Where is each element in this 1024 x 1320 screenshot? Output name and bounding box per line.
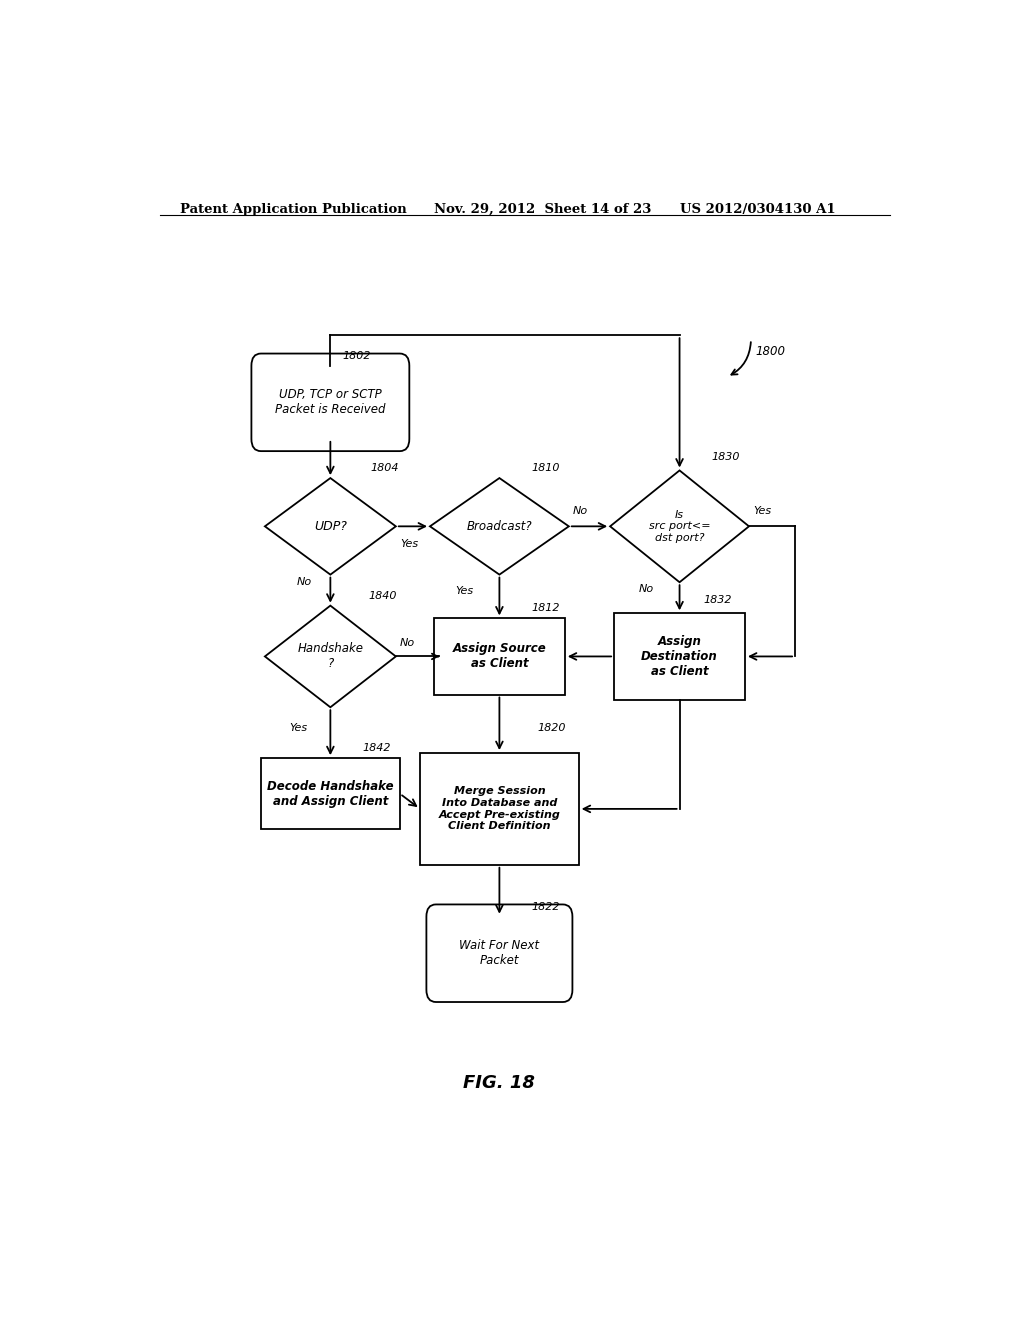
Text: Yes: Yes: [456, 586, 474, 597]
Bar: [420, 752, 579, 865]
Bar: [261, 758, 399, 829]
Text: UDP?: UDP?: [314, 520, 347, 533]
Text: 1810: 1810: [531, 463, 560, 473]
Text: Is
src port<=
dst port?: Is src port<= dst port?: [649, 510, 711, 543]
Text: Yes: Yes: [399, 539, 418, 549]
Text: FIG. 18: FIG. 18: [464, 1074, 536, 1093]
Bar: [434, 618, 565, 694]
Text: 1842: 1842: [362, 743, 390, 752]
Text: Assign
Destination
as Client: Assign Destination as Client: [641, 635, 718, 678]
Text: No: No: [399, 639, 415, 648]
Text: Merge Session
Into Database and
Accept Pre-existing
Client Definition: Merge Session Into Database and Accept P…: [438, 787, 560, 832]
Text: Nov. 29, 2012  Sheet 14 of 23: Nov. 29, 2012 Sheet 14 of 23: [433, 203, 651, 216]
Text: 1804: 1804: [370, 463, 398, 473]
Text: 1820: 1820: [538, 722, 566, 733]
Bar: [614, 614, 745, 700]
Text: No: No: [638, 585, 653, 594]
Text: 1822: 1822: [531, 902, 560, 912]
Text: No: No: [297, 577, 312, 587]
Text: Handshake
?: Handshake ?: [297, 643, 364, 671]
Text: No: No: [572, 506, 588, 516]
Text: Decode Handshake
and Assign Client: Decode Handshake and Assign Client: [267, 780, 393, 808]
Text: US 2012/0304130 A1: US 2012/0304130 A1: [680, 203, 836, 216]
Text: UDP, TCP or SCTP
Packet is Received: UDP, TCP or SCTP Packet is Received: [275, 388, 386, 416]
Text: 1832: 1832: [703, 595, 732, 605]
FancyBboxPatch shape: [426, 904, 572, 1002]
Text: Assign Source
as Client: Assign Source as Client: [453, 643, 546, 671]
FancyBboxPatch shape: [252, 354, 410, 451]
Polygon shape: [265, 478, 396, 574]
Text: Patent Application Publication: Patent Application Publication: [179, 203, 407, 216]
Polygon shape: [430, 478, 569, 574]
Text: 1802: 1802: [342, 351, 371, 360]
Text: 1812: 1812: [531, 603, 560, 614]
Text: Wait For Next
Packet: Wait For Next Packet: [460, 940, 540, 968]
Text: 1840: 1840: [369, 590, 397, 601]
Text: Broadcast?: Broadcast?: [467, 520, 532, 533]
Polygon shape: [265, 606, 396, 708]
Polygon shape: [610, 470, 749, 582]
Text: Yes: Yes: [289, 722, 307, 733]
Text: 1800: 1800: [755, 345, 785, 358]
Text: Yes: Yes: [753, 506, 771, 516]
Text: 1830: 1830: [712, 453, 739, 462]
